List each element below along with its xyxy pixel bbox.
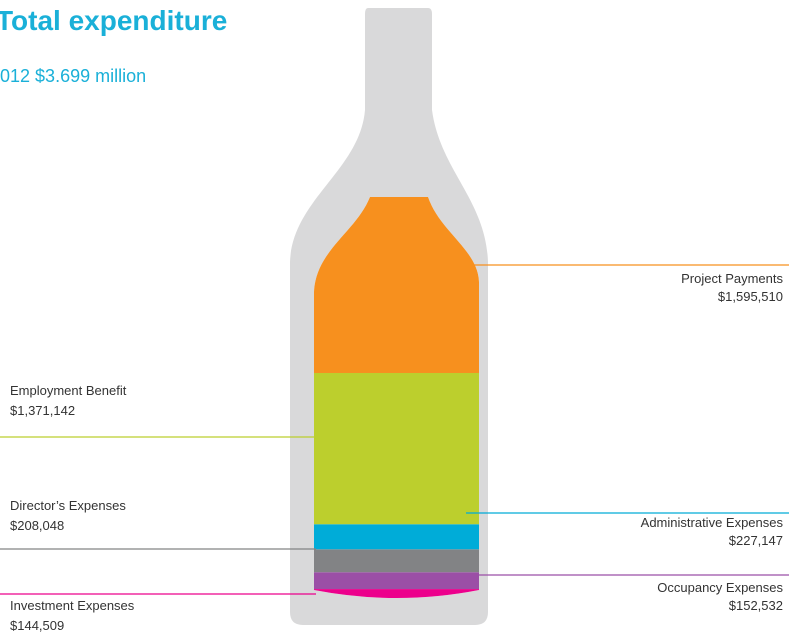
value-label: $227,147: [729, 533, 783, 548]
value-label: $152,532: [729, 598, 783, 613]
segment: [300, 373, 490, 524]
chart-title: Total expenditure: [0, 5, 227, 36]
legend-label: Investment Expenses: [10, 598, 135, 613]
value-label: $208,048: [10, 518, 64, 533]
legend-label: Project Payments: [681, 271, 783, 286]
chart: Total expenditure 2012 $3.699 million In…: [0, 0, 789, 639]
segment: [300, 524, 490, 549]
segments: [300, 197, 490, 605]
legend-label: Employment Benefit: [10, 383, 127, 398]
legend-label: Occupancy Expenses: [657, 580, 783, 595]
value-label: $1,595,510: [718, 289, 783, 304]
chart-subtitle: 2012 $3.699 million: [0, 66, 146, 86]
page: Total expenditure 2012 $3.699 million In…: [0, 0, 789, 639]
value-label: $144,509: [10, 618, 64, 633]
legend-label: Director’s Expenses: [10, 498, 126, 513]
segment: [300, 572, 490, 589]
legend-label: Administrative Expenses: [641, 515, 784, 530]
segment: [300, 549, 490, 572]
value-label: $1,371,142: [10, 403, 75, 418]
